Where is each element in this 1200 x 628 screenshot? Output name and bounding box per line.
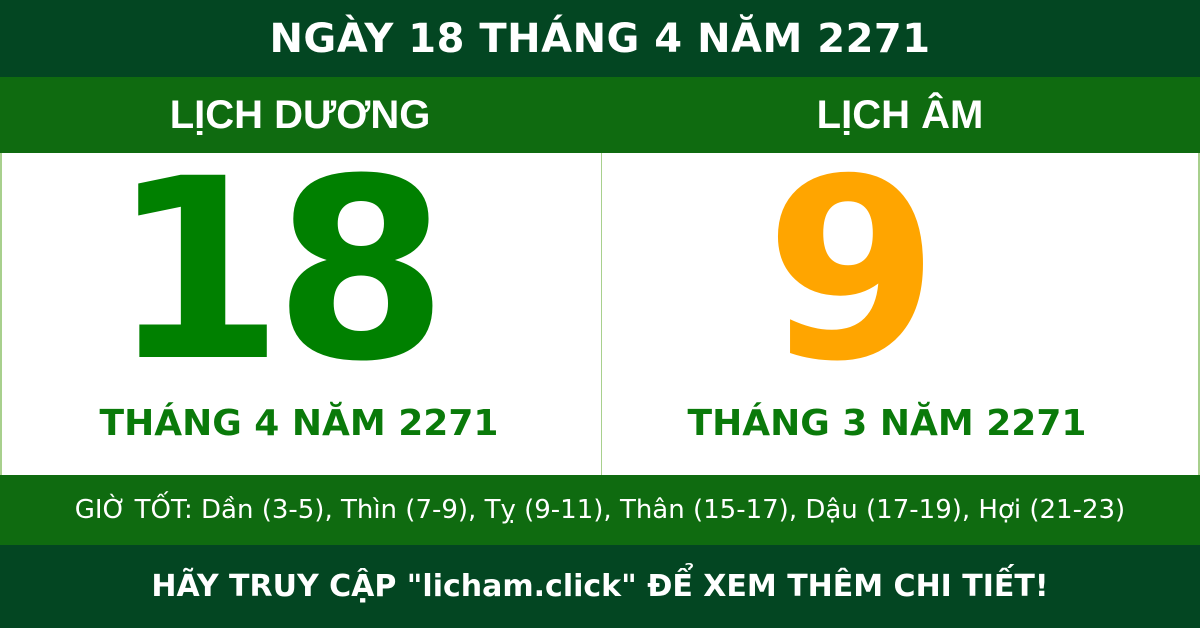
good-hours: GIỜ TỐT: Dần (3-5), Thìn (7-9), Tỵ (9-11… <box>0 475 1200 545</box>
solar-month-year: THÁNG 4 NĂM 2271 <box>99 403 499 444</box>
solar-calendar-label: LỊCH DƯƠNG <box>169 92 431 137</box>
calendar-labels-band: LỊCH DƯƠNG LỊCH ÂM <box>0 77 1200 153</box>
calendar-body: 18 THÁNG 4 NĂM 2271 9 THÁNG 3 NĂM 2271 <box>0 125 1200 475</box>
page-title: NGÀY 18 THÁNG 4 NĂM 2271 <box>0 0 1200 77</box>
lunar-day-number: 9 <box>765 125 939 416</box>
footer-cta: HÃY TRUY CẬP "licham.click" ĐỂ XEM THÊM … <box>0 545 1200 628</box>
lunar-month-year: THÁNG 3 NĂM 2271 <box>687 403 1087 444</box>
lunar-calendar-label: LỊCH ÂM <box>816 92 984 137</box>
solar-day-number: 18 <box>110 125 448 416</box>
column-divider <box>601 153 602 475</box>
